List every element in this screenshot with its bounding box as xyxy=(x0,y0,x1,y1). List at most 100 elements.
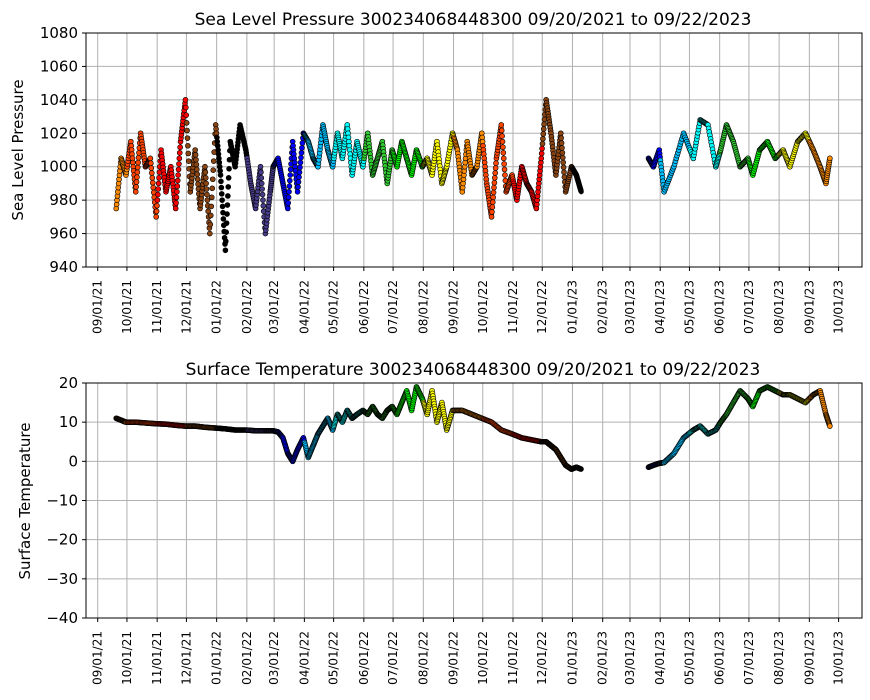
data-point xyxy=(184,127,190,134)
data-point xyxy=(204,191,210,198)
x-tick-label: 08/01/23 xyxy=(772,280,786,334)
data-point xyxy=(154,197,161,203)
data-point xyxy=(155,186,162,192)
chart-title: Sea Level Pressure 300234068448300 09/20… xyxy=(195,10,752,30)
data-point xyxy=(258,180,265,187)
data-point xyxy=(175,166,182,173)
data-point xyxy=(492,170,499,176)
data-point xyxy=(491,179,498,186)
data-point xyxy=(559,149,566,156)
data-point xyxy=(185,143,191,149)
data-point xyxy=(827,155,833,162)
data-point xyxy=(299,140,306,146)
y-tick-labels: −40 −30 −20 −10 0 10 20 xyxy=(46,374,86,627)
data-point xyxy=(260,197,266,203)
data-point xyxy=(135,154,142,161)
data-point xyxy=(299,145,305,151)
data-point xyxy=(183,112,190,118)
data-point xyxy=(501,161,507,167)
y-tick-label: 940 xyxy=(49,258,78,276)
data-point xyxy=(578,189,584,195)
data-point xyxy=(287,172,294,178)
data-point xyxy=(207,212,214,219)
x-tick-label: 09/01/23 xyxy=(802,280,816,334)
data-point xyxy=(207,230,213,237)
data-point xyxy=(499,133,505,139)
x-tick-label: 06/01/22 xyxy=(357,280,371,334)
y-tick-label: −20 xyxy=(46,531,78,549)
data-point xyxy=(175,172,181,178)
data-point xyxy=(541,121,547,128)
x-tick-label: 01/01/23 xyxy=(565,631,579,685)
data-point xyxy=(287,166,294,173)
x-tick-label: 09/01/22 xyxy=(447,631,461,685)
data-point xyxy=(202,163,208,170)
data-point xyxy=(295,179,302,185)
data-point xyxy=(135,159,141,166)
data-point xyxy=(490,189,497,196)
y-tick-label: −10 xyxy=(46,492,78,510)
x-tick-label: 09/01/22 xyxy=(447,280,461,334)
data-point xyxy=(192,152,199,158)
data-point xyxy=(218,184,225,191)
x-tick-label: 01/01/22 xyxy=(210,280,224,334)
plot-frame xyxy=(85,32,863,268)
data-point xyxy=(209,185,216,192)
data-point xyxy=(539,145,545,152)
data-point xyxy=(296,174,302,180)
x-tick-label: 01/01/22 xyxy=(210,631,224,685)
data-point xyxy=(183,104,189,111)
y-tick-labels: 940 960 980 1000 1020 1040 1060 1080 xyxy=(40,24,86,276)
x-tick-label: 08/01/23 xyxy=(772,631,786,685)
data-point xyxy=(156,175,162,181)
data-point xyxy=(540,136,546,142)
sea-level-pressure-chart: Sea Level Pressure 300234068448300 09/20… xyxy=(9,10,863,334)
data-point xyxy=(560,164,567,171)
data-point xyxy=(210,167,217,173)
data-point xyxy=(490,194,496,201)
data-point xyxy=(219,197,225,203)
data-point xyxy=(500,155,507,162)
data-point xyxy=(284,205,291,212)
data-point xyxy=(176,155,183,162)
x-tick-label: 11/01/21 xyxy=(150,280,164,334)
data-point xyxy=(133,184,139,190)
data-point xyxy=(132,188,139,195)
data-point xyxy=(174,177,181,184)
data-point xyxy=(219,203,226,210)
data-point xyxy=(153,214,159,220)
x-tick-label: 05/01/22 xyxy=(327,280,341,334)
x-tick-label: 10/01/21 xyxy=(120,280,134,334)
data-point xyxy=(153,208,160,215)
x-tick-label: 02/01/22 xyxy=(240,280,254,334)
x-tick-label: 04/01/22 xyxy=(297,280,311,334)
x-tick-label: 05/01/23 xyxy=(682,631,696,685)
y-axis-label: Surface Temperature xyxy=(16,423,34,580)
data-point xyxy=(208,194,215,201)
data-point xyxy=(224,202,231,208)
x-tick-label: 03/01/22 xyxy=(267,631,281,685)
data-point xyxy=(558,140,565,146)
data-point xyxy=(499,138,506,145)
data-point xyxy=(540,131,547,137)
x-tick-label: 03/01/22 xyxy=(267,280,281,334)
data-point xyxy=(827,423,833,429)
x-tick-label: 04/01/23 xyxy=(653,280,667,334)
data-point xyxy=(297,164,303,171)
data-point xyxy=(173,200,179,206)
data-point xyxy=(174,188,180,195)
data-point xyxy=(559,154,566,161)
x-tick-label: 12/01/21 xyxy=(179,280,193,334)
y-tick-label: 1040 xyxy=(40,91,78,109)
data-point xyxy=(491,175,498,181)
data-point xyxy=(258,169,264,176)
x-tick-label: 12/01/22 xyxy=(535,280,549,334)
data-point xyxy=(209,176,216,183)
data-points xyxy=(113,384,833,472)
y-tick-label: 980 xyxy=(49,191,78,209)
y-tick-label: 0 xyxy=(68,452,78,470)
data-point xyxy=(489,209,495,215)
data-point xyxy=(493,160,499,167)
x-tick-label: 10/01/23 xyxy=(832,280,846,334)
data-point xyxy=(155,180,162,187)
